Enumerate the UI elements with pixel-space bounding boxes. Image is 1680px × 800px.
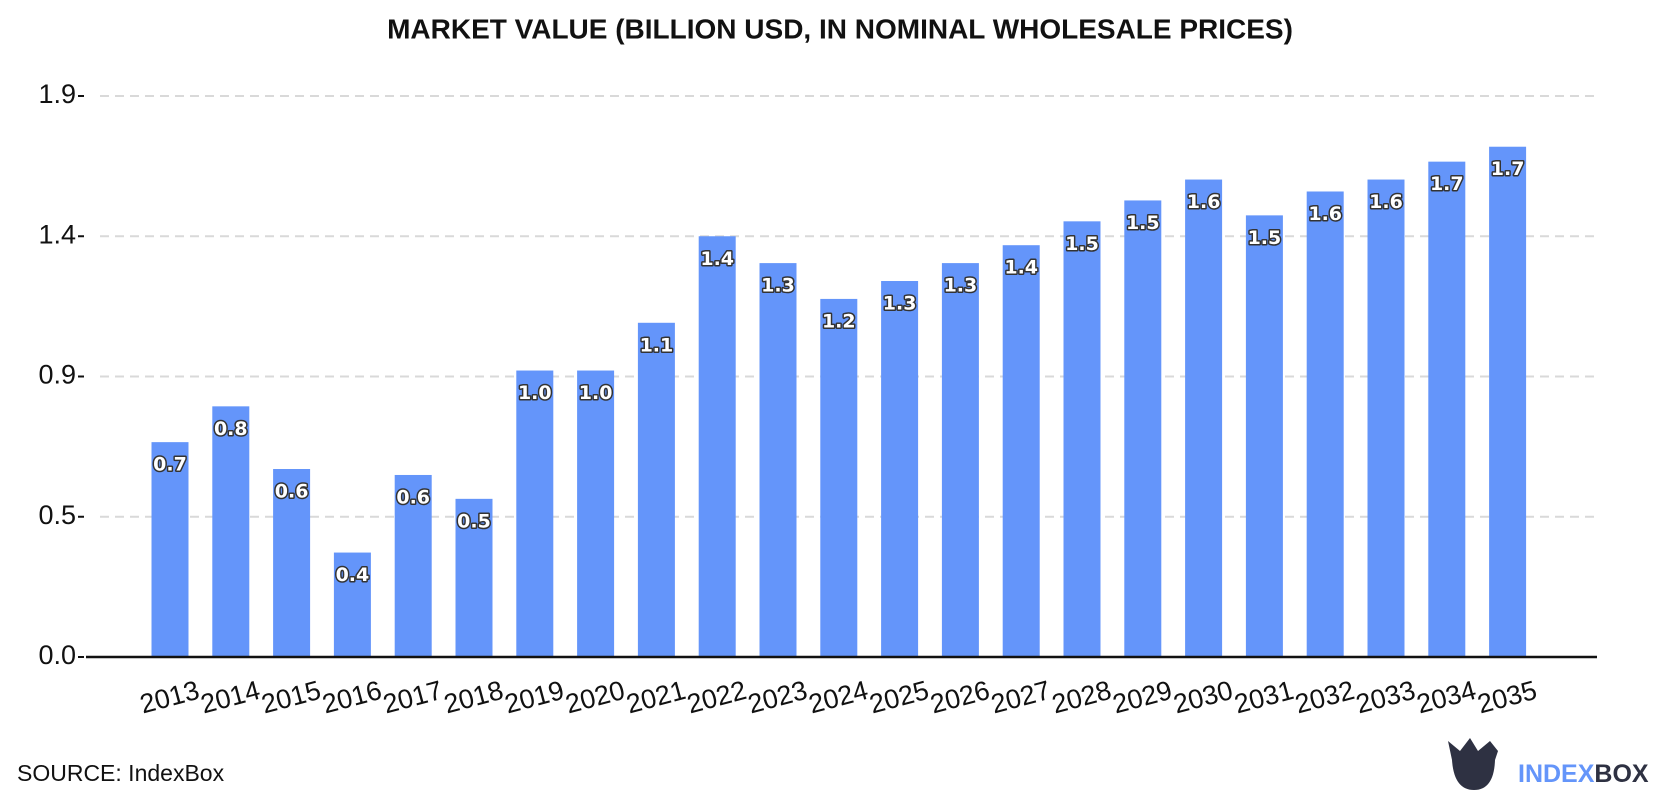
bar	[698, 236, 736, 657]
value-label: 1.5	[1126, 212, 1160, 234]
x-tick-label: 2016	[319, 675, 385, 720]
bar	[637, 322, 675, 657]
bar	[273, 469, 311, 657]
x-tick-label: 2017	[380, 675, 446, 720]
value-label: 1.4	[700, 248, 734, 270]
bar	[759, 263, 797, 657]
x-tick-label: 2031	[1231, 675, 1297, 720]
logo-text: INDEXBOX	[1518, 760, 1649, 788]
bar	[577, 370, 615, 657]
bar	[1489, 146, 1527, 657]
value-label: 1.0	[518, 382, 552, 404]
value-label: 1.0	[579, 382, 613, 404]
bar	[516, 370, 554, 657]
x-tick-label: 2029	[1109, 675, 1175, 720]
bar	[1002, 245, 1040, 657]
y-tick-label: 0.9	[38, 360, 76, 390]
x-tick-label: 2014	[197, 675, 263, 720]
bar	[820, 298, 858, 657]
bar	[151, 442, 189, 657]
bar	[881, 281, 919, 657]
bar	[1306, 191, 1344, 657]
x-tick-label: 2026	[927, 675, 993, 720]
value-label: 1.7	[1430, 173, 1464, 195]
x-tick-label: 2018	[441, 675, 507, 720]
x-tick-label: 2019	[501, 675, 567, 720]
value-label: 1.3	[761, 275, 795, 297]
logo: INDEXBOX	[1448, 738, 1649, 790]
value-label: 1.4	[1004, 257, 1038, 279]
x-tick-label: 2023	[745, 675, 811, 720]
y-tick-label: 0.5	[38, 500, 76, 530]
value-label: 0.8	[214, 418, 248, 440]
x-tick-label: 2020	[562, 675, 628, 720]
y-tick-label: 1.4	[38, 219, 76, 249]
value-label: 1.7	[1491, 158, 1525, 180]
x-tick-label: 2013	[137, 675, 203, 720]
bar	[1063, 221, 1101, 658]
y-tick-label: 0.0	[38, 640, 76, 670]
bar	[455, 498, 493, 657]
chart-title: MARKET VALUE (BILLION USD, IN NOMINAL WH…	[387, 13, 1293, 44]
bar	[1124, 200, 1162, 658]
bar	[1185, 179, 1223, 657]
x-tick-label: 2030	[1170, 675, 1236, 720]
value-label: 1.5	[1248, 227, 1282, 249]
bar	[1367, 179, 1405, 657]
x-tick-label: 2028	[1049, 675, 1115, 720]
x-tick-label: 2035	[1474, 675, 1540, 720]
value-label: 1.3	[944, 275, 978, 297]
bar	[1428, 161, 1466, 658]
x-tick-label: 2034	[1413, 675, 1479, 720]
value-label: 0.6	[275, 481, 309, 503]
value-label: 1.6	[1369, 191, 1403, 213]
value-label: 0.7	[153, 454, 187, 476]
logo-box: BOX	[1594, 760, 1649, 788]
value-label: 1.1	[640, 334, 674, 356]
bar	[1245, 215, 1283, 658]
value-label: 1.5	[1065, 233, 1099, 255]
value-label: 1.3	[883, 293, 917, 315]
value-label: 0.5	[457, 510, 491, 532]
bar	[212, 406, 250, 657]
x-tick-label: 2024	[805, 675, 871, 720]
bar	[941, 263, 979, 657]
x-tick-label: 2027	[988, 675, 1054, 720]
x-tick-label: 2033	[1353, 675, 1419, 720]
x-tick-label: 2025	[866, 675, 932, 720]
bar	[394, 474, 432, 657]
value-label: 0.4	[336, 564, 370, 586]
logo-index: INDEX	[1518, 760, 1595, 788]
bar	[333, 552, 371, 657]
x-tick-label: 2015	[258, 675, 324, 720]
y-tick-label: 1.9	[38, 79, 76, 109]
x-tick-label: 2021	[623, 675, 689, 720]
value-label: 0.6	[396, 486, 430, 508]
source: SOURCE: IndexBox	[17, 760, 225, 786]
value-label: 1.2	[822, 310, 856, 332]
logo-icon	[1448, 738, 1498, 790]
x-tick-label: 2022	[684, 675, 750, 720]
value-label: 1.6	[1308, 203, 1342, 225]
x-tick-label: 2032	[1292, 675, 1358, 720]
value-label: 1.6	[1187, 191, 1221, 213]
